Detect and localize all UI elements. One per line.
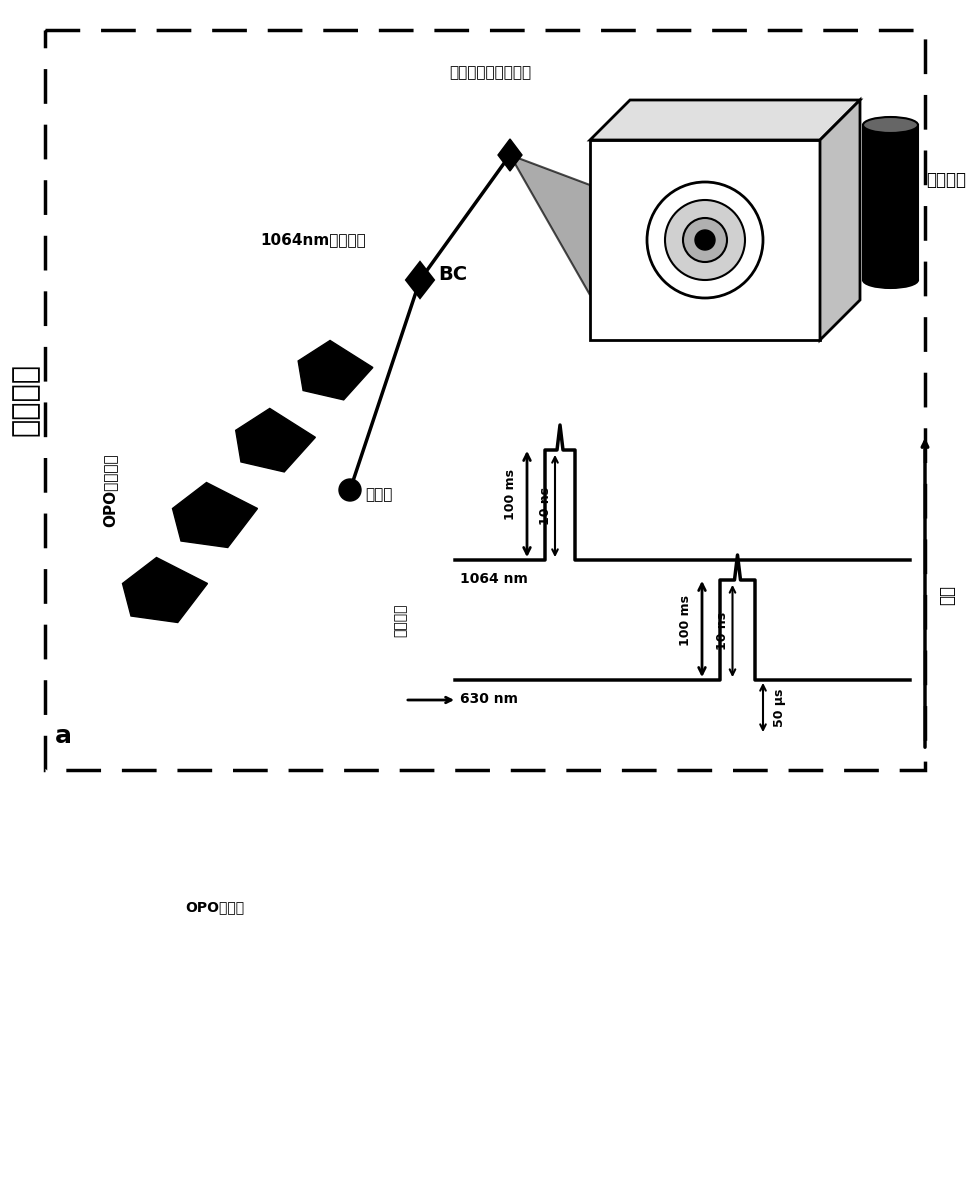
Polygon shape xyxy=(498,139,522,171)
Polygon shape xyxy=(510,155,590,294)
Circle shape xyxy=(665,200,745,280)
Text: 10 ns: 10 ns xyxy=(716,612,730,650)
Text: OPO激光器: OPO激光器 xyxy=(186,900,244,914)
Polygon shape xyxy=(173,482,258,547)
Circle shape xyxy=(695,230,715,250)
Text: 10 ns: 10 ns xyxy=(539,487,552,525)
Polygon shape xyxy=(590,100,860,139)
Text: 100 ms: 100 ms xyxy=(504,470,517,520)
Ellipse shape xyxy=(863,272,918,288)
Text: OPO激光光路: OPO激光光路 xyxy=(103,453,117,526)
Circle shape xyxy=(505,150,515,160)
Polygon shape xyxy=(122,558,207,623)
Text: 超声换能器阵列模块: 超声换能器阵列模块 xyxy=(449,65,531,81)
Circle shape xyxy=(647,182,763,298)
Text: 大脑成像: 大脑成像 xyxy=(11,363,39,436)
Text: 630 nm: 630 nm xyxy=(460,692,518,706)
Polygon shape xyxy=(406,262,434,298)
Text: 100 ms: 100 ms xyxy=(679,595,692,645)
Polygon shape xyxy=(235,409,316,472)
Circle shape xyxy=(683,218,727,262)
Bar xyxy=(863,125,918,280)
Text: 1064nm激光光路: 1064nm激光光路 xyxy=(260,232,365,248)
Text: 激光脆冲: 激光脆冲 xyxy=(393,603,407,637)
Text: 1064 nm: 1064 nm xyxy=(460,572,528,587)
Circle shape xyxy=(414,274,426,286)
Polygon shape xyxy=(298,340,373,400)
Polygon shape xyxy=(820,100,860,340)
Text: 反射镜: 反射镜 xyxy=(365,488,393,502)
Ellipse shape xyxy=(863,117,918,133)
Circle shape xyxy=(339,480,361,501)
Text: 50 μs: 50 μs xyxy=(773,689,786,727)
Bar xyxy=(45,30,925,770)
Text: BC: BC xyxy=(438,266,467,285)
Text: 超声压电: 超声压电 xyxy=(926,171,966,189)
Bar xyxy=(590,139,820,340)
Text: 时间: 时间 xyxy=(938,585,956,605)
Text: a: a xyxy=(55,724,72,748)
